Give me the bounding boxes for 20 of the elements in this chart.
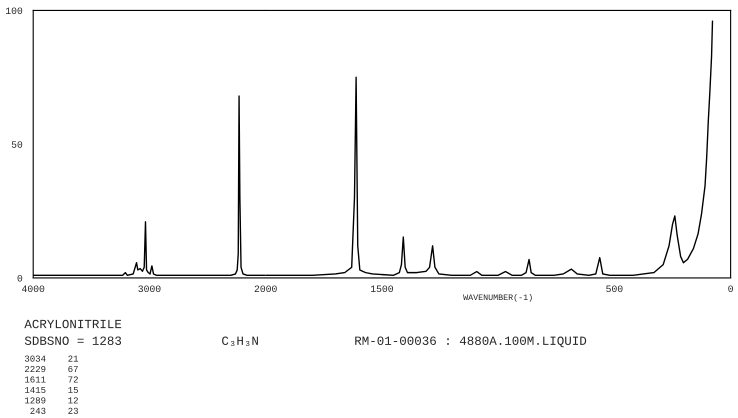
x-tick-label: 0: [728, 285, 733, 292]
x-tick-label: 500: [606, 285, 623, 292]
y-tick-label: 0: [18, 274, 22, 282]
y-tick-label: 100: [6, 7, 22, 14]
x-tick-label: 3000: [138, 285, 161, 292]
text: 243 23: [30, 408, 78, 414]
text: SDBSNO = 1283: [24, 336, 122, 345]
x-tick-label: 1500: [370, 285, 393, 292]
text: 2229 67: [24, 366, 78, 372]
x-tick-label: 2000: [254, 285, 277, 292]
x-tick-label: 4000: [22, 285, 44, 292]
text: ACRYLONITRILE: [24, 320, 122, 328]
text: 1415 15: [25, 386, 78, 394]
x-axis-title: WAVENUMBER(-1): [463, 294, 532, 302]
y-tick-label: 50: [12, 141, 22, 148]
text: C₃H₃N: [222, 336, 258, 346]
text: 1289 12: [25, 397, 78, 404]
text: 3034 21: [24, 356, 78, 362]
text: 1611 72: [25, 376, 78, 383]
text: RM-01-00036 : 4880A.100M.LIQUID: [355, 336, 586, 348]
